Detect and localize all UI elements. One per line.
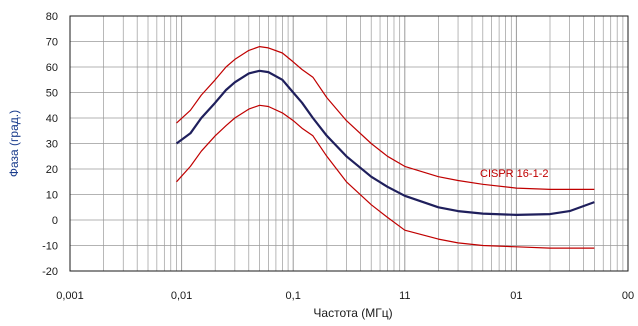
- x-tick-label: 00: [622, 290, 634, 302]
- y-tick-label: 10: [46, 190, 58, 202]
- x-tick-label: 0,01: [171, 290, 192, 302]
- y-tick-label: 40: [46, 113, 58, 125]
- plot-frame: [69, 15, 629, 272]
- x-axis-title: Частота (МГц): [313, 306, 392, 320]
- y-tick-label: 0: [52, 215, 58, 227]
- y-tick-label: 20: [46, 164, 58, 176]
- x-tick-label: 11: [399, 290, 410, 302]
- measured-phase-line: [175, 69, 595, 216]
- y-tick-label: 70: [46, 37, 58, 49]
- y-tick-label: -20: [42, 266, 58, 278]
- tick-labels: -20 -10 0 10 20 30 40 50 60 70 80 0,001 0,01 0,1 11 01 0…: [42, 11, 634, 302]
- x-tick-label: 0,001: [56, 290, 84, 302]
- x-tick-label: 0,1: [286, 290, 301, 302]
- lower-limit-line: [176, 104, 595, 249]
- y-tick-label: 80: [46, 11, 58, 23]
- cispr-annotation: CISPR 16-1-2: [480, 168, 548, 180]
- chart-grid: [69, 15, 628, 272]
- upper-limit-line: [176, 45, 595, 190]
- y-tick-label: 60: [46, 62, 58, 74]
- y-tick-label: 30: [46, 139, 58, 151]
- y-tick-label: -10: [42, 241, 58, 253]
- y-axis-title: Фаза (град.): [7, 110, 21, 177]
- chart-series: [175, 45, 595, 249]
- y-tick-label: 50: [46, 88, 58, 100]
- x-tick-label: 01: [510, 290, 522, 302]
